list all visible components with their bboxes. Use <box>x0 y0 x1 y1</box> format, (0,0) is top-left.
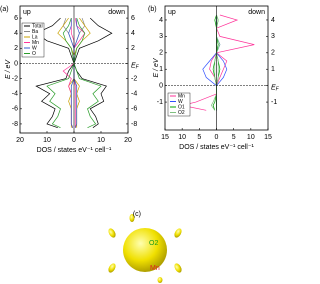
fermi-label: EF <box>131 62 140 70</box>
spin-label: down <box>248 9 265 16</box>
legend-box <box>167 92 191 117</box>
orbital-image <box>108 214 182 283</box>
legend-label: Ba <box>32 29 38 35</box>
dos-curve <box>46 17 75 129</box>
y-tick-label: 0 <box>159 82 163 89</box>
x-tick-label: 10 <box>178 134 186 141</box>
y-axis-label: E / eV <box>153 57 160 77</box>
y-tick-label: -2 <box>12 75 18 82</box>
dos-curve <box>62 18 75 128</box>
y-tick-label: -1 <box>157 99 163 106</box>
x-tick-label: 0 <box>72 137 76 144</box>
legend-label: La <box>32 34 38 40</box>
spin-label: up <box>168 9 176 16</box>
y2-tick-label: 4 <box>131 30 135 37</box>
x-tick-label: 10 <box>247 134 255 141</box>
y-tick-label: 4 <box>159 17 163 24</box>
x-tick-label: 5 <box>197 134 201 141</box>
legend-label: Mn <box>32 40 39 46</box>
x-axis-label: DOS / states eV⁻¹ cell⁻¹ <box>37 147 112 154</box>
legend-label: O1 <box>178 104 185 110</box>
y2-tick-label: 6 <box>131 15 135 22</box>
legend-label: O2 <box>178 110 185 116</box>
atom-label: O2 <box>149 240 158 247</box>
y2-tick-label: 2 <box>271 50 275 57</box>
y-tick-label: 6 <box>14 15 18 22</box>
fermi-main: E <box>131 62 136 69</box>
y-tick-label: 2 <box>159 50 163 57</box>
fermi-main: E <box>271 84 276 91</box>
x-axis-label: DOS / states eV⁻¹ cell⁻¹ <box>179 144 254 151</box>
dos-curve <box>73 17 113 128</box>
y-tick-label: -8 <box>12 121 18 128</box>
y-tick-label: 1 <box>159 66 163 73</box>
dos-curve <box>73 17 102 129</box>
y2-tick-label: -8 <box>131 121 137 128</box>
panel-label: (b) <box>148 6 157 13</box>
y2-tick-label: 4 <box>271 17 275 24</box>
legend-label: Total <box>32 23 43 29</box>
y-tick-label: 0 <box>14 60 18 67</box>
x-tick-label: 10 <box>97 137 105 144</box>
x-tick-label: 20 <box>124 137 132 144</box>
dos-curve <box>73 18 86 128</box>
fermi-sub: F <box>276 87 280 93</box>
y2-tick-label: 1 <box>271 66 275 73</box>
y-tick-label: 3 <box>159 33 163 40</box>
x-tick-label: 15 <box>264 134 272 141</box>
x-tick-label: 20 <box>16 137 24 144</box>
dos-curve <box>68 18 75 128</box>
y-tick-label: -6 <box>12 106 18 113</box>
y2-tick-label: 3 <box>271 33 275 40</box>
legend-label: W <box>178 99 183 105</box>
legend-label: W <box>32 45 37 51</box>
y2-tick-label: -1 <box>271 99 277 106</box>
x-tick-label: 0 <box>215 134 219 141</box>
spin-label: down <box>108 9 125 16</box>
y-tick-label: 4 <box>14 30 18 37</box>
y2-tick-label: -4 <box>131 91 137 98</box>
x-tick-label: 15 <box>161 134 169 141</box>
atom-label: Mn <box>150 265 160 272</box>
legend-label: O <box>32 51 36 57</box>
panel-label: (a) <box>0 6 9 13</box>
y-tick-label: 2 <box>14 45 18 52</box>
dos-curve <box>215 14 255 111</box>
x-tick-label: 10 <box>43 137 51 144</box>
dos-curve <box>73 18 80 128</box>
y-tick-label: -4 <box>12 91 18 98</box>
spin-label: up <box>23 9 31 16</box>
y-axis-label: E / eV <box>5 59 12 79</box>
fermi-sub: F <box>136 65 140 71</box>
y2-tick-label: 2 <box>131 45 135 52</box>
y2-tick-label: -2 <box>131 75 137 82</box>
panel-label: (c) <box>133 211 141 218</box>
x-tick-label: 5 <box>232 134 236 141</box>
y2-tick-label: -6 <box>131 106 137 113</box>
fermi-label: EF <box>271 84 280 92</box>
legend-label: Mn <box>178 93 185 99</box>
